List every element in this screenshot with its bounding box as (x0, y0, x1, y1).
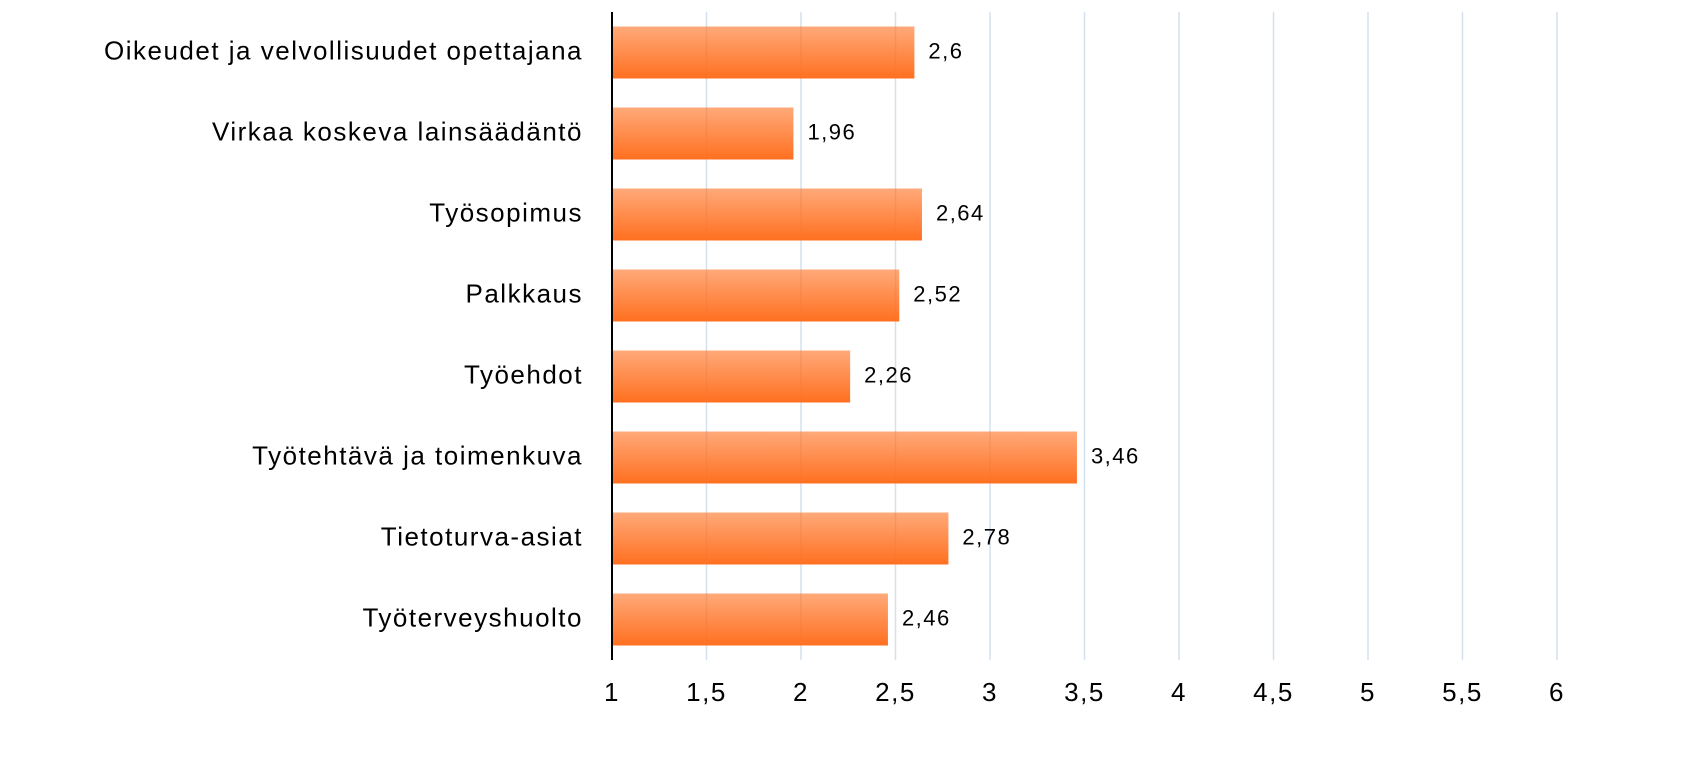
bar (612, 26, 915, 79)
x-tick-label: 1 (604, 677, 620, 707)
value-label: 2,52 (913, 281, 962, 306)
value-label: 2,64 (936, 200, 985, 225)
bar (612, 269, 900, 322)
x-tick-label: 2 (793, 677, 809, 707)
x-tick-label: 4 (1171, 677, 1187, 707)
category-label: Palkkaus (466, 278, 584, 308)
x-tick-label: 3,5 (1064, 677, 1105, 707)
category-label: Tietoturva-asiat (381, 521, 583, 551)
x-tick-label: 1,5 (686, 677, 727, 707)
x-tick-label: 3 (982, 677, 998, 707)
bar (612, 512, 949, 565)
bar (612, 431, 1077, 484)
bar (612, 188, 922, 241)
value-label: 2,46 (902, 605, 951, 630)
category-label: Virkaa koskeva lainsäädäntö (212, 116, 583, 146)
x-tick-label: 5 (1360, 677, 1376, 707)
x-tick-label: 2,5 (875, 677, 916, 707)
x-tick-label: 4,5 (1253, 677, 1294, 707)
value-label: 2,78 (962, 524, 1011, 549)
value-label: 1,96 (807, 119, 856, 144)
value-label: 3,46 (1091, 443, 1140, 468)
value-label: 2,6 (928, 38, 963, 63)
category-label: Työterveyshuolto (362, 602, 583, 632)
category-label: Työsopimus (429, 197, 583, 227)
x-tick-label: 5,5 (1442, 677, 1483, 707)
bar (612, 107, 794, 160)
bar (612, 350, 851, 403)
value-label: 2,26 (864, 362, 913, 387)
category-label: Työtehtävä ja toimenkuva (252, 440, 583, 470)
category-label: Oikeudet ja velvollisuudet opettajana (104, 35, 583, 65)
category-label: Työehdot (464, 359, 583, 389)
bar (612, 593, 888, 646)
x-tick-label: 6 (1549, 677, 1565, 707)
